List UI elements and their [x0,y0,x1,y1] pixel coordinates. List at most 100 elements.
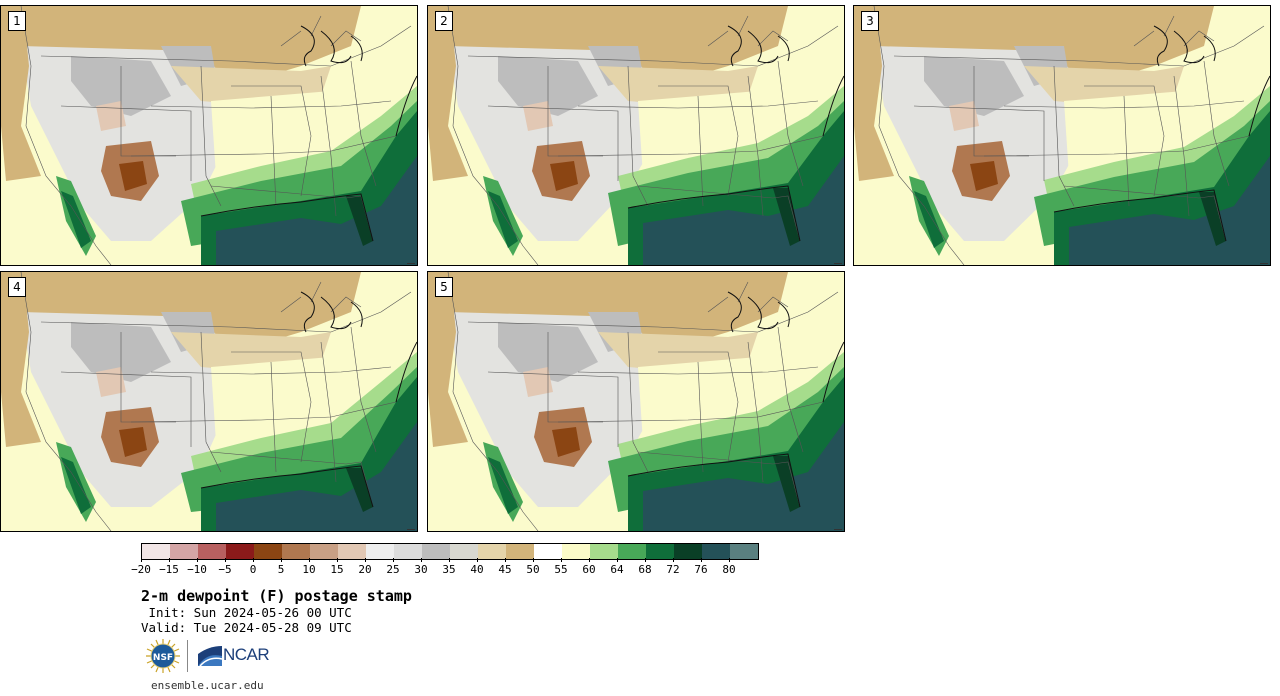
figure-title: 2-m dewpoint (F) postage stamp [141,587,412,605]
boundary-line [350,326,377,453]
stamp-panel-3: 3 [853,5,1271,266]
boundary-line [1053,65,1075,207]
colorbar-tick-mark [729,558,730,562]
map-field-region [448,46,658,241]
boundary-line [873,6,965,265]
map-field-region [346,468,373,512]
boundary-line [447,272,539,531]
map-field-region [854,6,894,181]
valid-time: Valid: Tue 2024-05-28 09 UTC [141,620,352,635]
colorbar-tick-label: 72 [666,563,680,576]
boundary-line [280,15,362,47]
ncar-logo-mark [198,646,223,667]
colorbar-tick-label: 10 [302,563,316,576]
colorbar-tick-label: 80 [722,563,736,576]
colorbar-tick-label: 68 [638,563,652,576]
colorbar-tick-label: 64 [610,563,624,576]
coastline [727,291,790,333]
boundary-line [707,15,789,47]
colorbar-tick-mark [533,558,534,562]
dewpoint-map [1,6,417,265]
map-field-region [1,272,41,447]
boundary-line [447,6,539,265]
boundary-line [1173,75,1190,217]
map-field-region [874,46,1084,241]
boundary-line [627,65,649,207]
coastline [822,341,844,403]
boundary-line [20,272,112,531]
stamp-panel-2: 2 [427,5,845,266]
boundary-line [777,326,804,453]
colorbar-swatch [478,544,506,559]
logo-divider [187,640,188,672]
map-field-region [773,456,800,512]
boundary-line [270,95,277,207]
boundary-line [270,361,277,473]
map-field-region [428,272,468,447]
map-field-region [773,188,800,246]
boundary-line [231,85,312,197]
colorbar-tick-mark [421,558,422,562]
colorbar-swatch [366,544,394,559]
colorbar-swatch [674,544,702,559]
coastline [200,465,374,508]
boundary-line [1003,100,1245,109]
boundary-line [547,66,603,157]
boundary-line [1084,85,1165,197]
boundary-line [150,100,392,109]
colorbar-swatch [170,544,198,559]
coastline [300,291,363,333]
corner-mark [407,529,415,530]
boundary-line [40,291,412,333]
map-field-region [21,46,231,241]
colorbar-tick-mark [169,558,170,562]
boundary-line [130,401,397,423]
boundary-line [547,332,603,423]
boundary-line [577,366,819,375]
boundary-line [577,100,819,109]
coastline [627,453,801,508]
colorbar-swatch [562,544,590,559]
colorbar-tick-mark [141,558,142,562]
boundary-line [320,75,337,217]
boundary-line [200,65,222,207]
boundary-line [487,105,619,181]
boundary-line [973,66,1029,157]
colorbar-swatch [394,544,422,559]
boundary-line [557,401,824,423]
colorbar-tick-mark [645,558,646,562]
boundary-line [150,366,392,375]
colorbar-swatch [338,544,366,559]
coastline [1053,189,1227,242]
dewpoint-map [428,6,844,265]
corner-mark [834,263,842,264]
colorbar-tick-mark [281,558,282,562]
colorbar-swatch [646,544,674,559]
coastline [300,25,363,67]
map-field-region [949,101,979,131]
colorbar-tick-labels: −20 −15 −10 −5 0 5 10 15 20 25 30 35 40 45 50 55 60 64 68 7… [131,558,761,577]
colorbar-tick-label: 40 [470,563,484,576]
colorbar-tick-mark [589,558,590,562]
panel-number: 1 [8,11,26,31]
colorbar-tick-mark [253,558,254,562]
map-field-region [119,427,147,457]
map-field-region [1199,192,1226,246]
boundary-line [130,135,397,157]
colorbar-swatch [422,544,450,559]
coastline [1248,75,1270,137]
boundary-line [658,85,739,197]
map-field-region [970,161,998,191]
colorbar-tick-label: 25 [386,563,400,576]
boundary-line [747,75,764,217]
boundary-line [707,281,789,313]
colorbar-tick-label: −15 [159,563,179,576]
map-field-region [523,101,553,131]
boundary-line [60,105,192,181]
boundary-line [350,60,377,187]
stamp-panel-4: 4 [0,271,418,532]
map-field-region [448,312,658,507]
panel-number: 2 [435,11,453,31]
boundary-line [1063,185,1227,242]
ncar-logo-text: NCAR [223,645,270,664]
